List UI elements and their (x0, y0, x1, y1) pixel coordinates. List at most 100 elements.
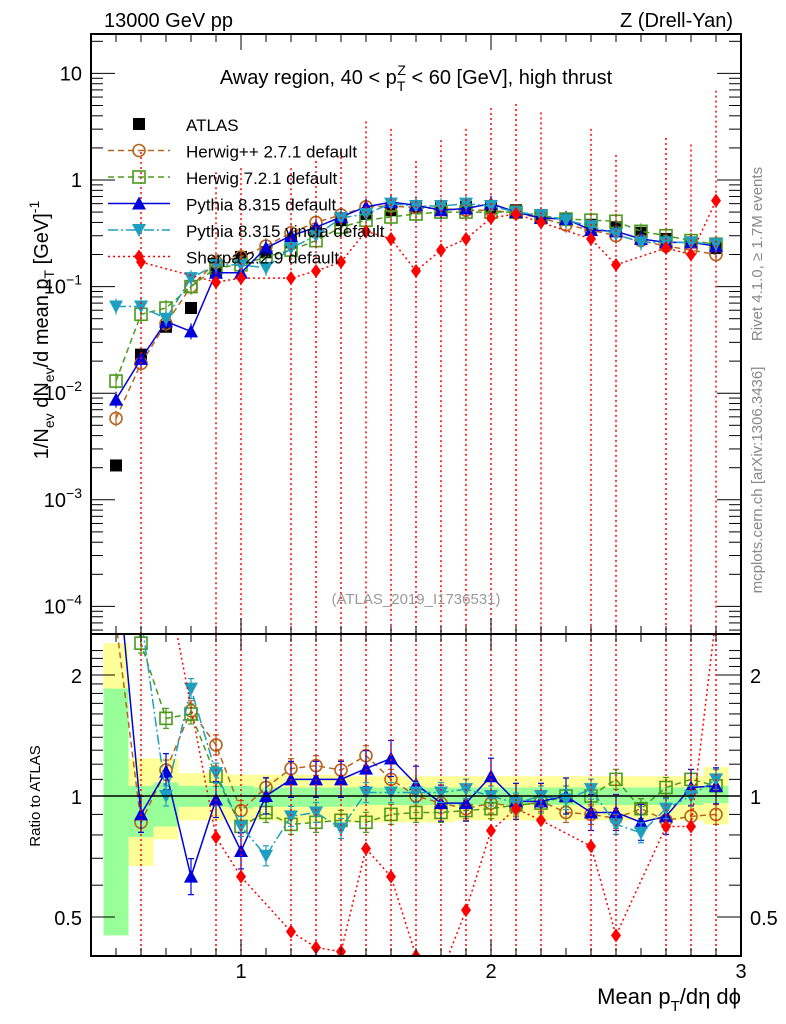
data-point (586, 231, 596, 246)
main-y-axis-label: 1/Nev dNev/d mean pT [GeV]-1 (26, 201, 57, 460)
data-point (359, 207, 373, 221)
analysis-watermark: (ATLAS_2019_I1736531) (331, 591, 500, 608)
stat-uncertainty-band (103, 688, 129, 936)
ratio-point (110, 477, 122, 489)
data-point (661, 241, 671, 256)
y-tick-label: 10−2 (44, 378, 82, 405)
x-tick-label: 3 (735, 961, 746, 983)
legend-label: Pythia 8.315 default (186, 196, 337, 215)
ratio-point (109, 543, 123, 556)
legend-marker (132, 143, 146, 158)
ratio-point (459, 796, 473, 810)
data-point (684, 236, 698, 250)
header-right: Z (Drell-Yan) (620, 10, 733, 32)
ratio-point (461, 903, 471, 918)
ratio-point (634, 815, 648, 829)
ratio-point (184, 869, 198, 883)
ratio-point (259, 849, 273, 863)
ratio-y-tick-label-right: 1 (750, 787, 761, 809)
ratio-point (234, 820, 248, 834)
main-plot-data (109, 90, 723, 634)
ratio-point (611, 928, 621, 943)
data-point (436, 243, 446, 258)
data-point (259, 241, 273, 255)
legend-label: Sherpa 2.2.9 default (186, 249, 339, 268)
data-point (461, 231, 471, 246)
data-point (486, 211, 496, 226)
ratio-plot-data (109, 440, 723, 981)
data-point (709, 238, 723, 252)
legend-item: Pythia 8.315 default (108, 196, 337, 215)
ratio-point (384, 786, 398, 800)
ratio-point (409, 805, 423, 820)
data-point (185, 301, 197, 314)
legend-item: ATLAS (133, 116, 239, 135)
ratio-point (359, 786, 373, 800)
ratio-point (659, 780, 673, 795)
axis-ticks (91, 34, 741, 956)
ratio-point (409, 786, 423, 800)
x-tick-label: 1 (235, 961, 246, 983)
side-label-rivet: Rivet 4.1.0, ≥ 1.7M events (749, 167, 766, 341)
y-tick-label: 10−4 (44, 591, 82, 618)
data-point (286, 271, 296, 286)
data-point (411, 264, 421, 279)
ratio-point (211, 830, 221, 845)
ratio-line (176, 634, 715, 956)
ratio-point (359, 761, 373, 775)
data-point (686, 247, 696, 262)
legend-marker (132, 196, 146, 210)
ratio-point (434, 786, 448, 800)
data-point (511, 206, 521, 221)
data-point (361, 224, 371, 239)
header-left: 13000 GeV pp (104, 10, 233, 32)
ratio-point (209, 767, 223, 781)
data-point (711, 193, 721, 208)
data-point (559, 214, 573, 228)
legend-label: ATLAS (186, 116, 239, 135)
legend-marker (134, 249, 144, 264)
data-point (159, 312, 173, 326)
data-point (609, 228, 623, 242)
data-point (184, 272, 198, 286)
ratio-y-tick-label-right: 2 (750, 666, 761, 688)
ratio-y-tick-label: 1 (71, 787, 82, 809)
data-point (611, 257, 621, 272)
y-tick-label: 1 (71, 170, 82, 192)
data-point (234, 258, 248, 272)
data-point (110, 459, 122, 472)
ratio-point (184, 682, 198, 696)
legend-marker (132, 170, 146, 184)
ratio-point (309, 806, 323, 820)
ratio-point (486, 823, 496, 838)
x-tick-label: 2 (485, 961, 496, 983)
y-tick-label: 10−3 (44, 485, 82, 512)
ratio-point (361, 841, 371, 856)
ratio-point (559, 793, 573, 807)
ratio-point (359, 815, 373, 830)
ratio-point (634, 826, 648, 840)
ratio-point (436, 967, 446, 981)
ratio-point (661, 819, 671, 834)
data-point (109, 411, 123, 426)
ratio-point (284, 772, 298, 786)
data-point (536, 215, 546, 230)
ratio-point (136, 440, 146, 454)
legend-item: Herwig++ 2.7.1 default (108, 143, 357, 162)
data-point (584, 220, 598, 234)
ratio-point (134, 807, 148, 821)
ratio-point (159, 711, 173, 726)
stat-uncertainty-band (228, 785, 254, 809)
ratio-point (286, 924, 296, 939)
legend-item: Pythia 8.315 vincia default (108, 222, 385, 241)
ratio-point (236, 869, 246, 884)
data-point (259, 261, 273, 275)
ratio-point (309, 772, 323, 786)
ratio-point (311, 940, 321, 955)
legend-marker (133, 118, 145, 130)
ratio-point (511, 801, 521, 816)
ratio-point (686, 819, 696, 834)
data-point (109, 392, 123, 406)
data-point (336, 255, 346, 270)
